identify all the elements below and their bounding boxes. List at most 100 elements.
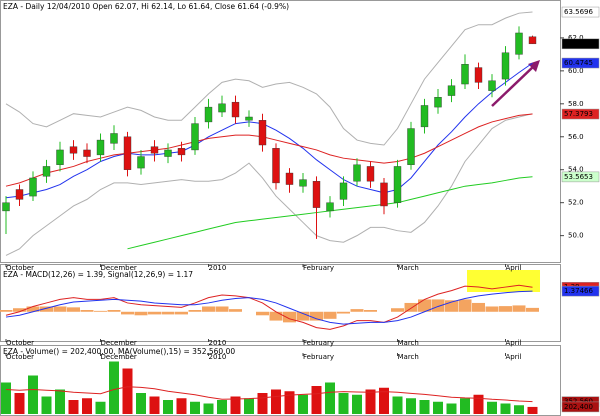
x-tick-label: April bbox=[506, 353, 522, 361]
histogram-bar bbox=[80, 310, 94, 312]
histogram-bar bbox=[431, 299, 445, 312]
histogram-bar bbox=[121, 311, 134, 315]
x-tick-label: 2010 bbox=[209, 264, 227, 272]
candle-body bbox=[204, 106, 213, 123]
price-marker bbox=[561, 285, 600, 297]
volume-bar bbox=[1, 382, 11, 414]
candle-body bbox=[380, 182, 388, 207]
histogram-bar bbox=[296, 311, 310, 321]
histogram-bar bbox=[418, 299, 431, 312]
volume-bar bbox=[433, 401, 443, 414]
highlight-box bbox=[467, 270, 540, 292]
volume-bar bbox=[446, 403, 457, 414]
x-tick-label: October bbox=[6, 339, 34, 347]
x-tick-label: March bbox=[398, 264, 419, 272]
price-marker bbox=[561, 401, 600, 413]
macd-panel bbox=[0, 264, 561, 342]
histogram-bar bbox=[67, 307, 80, 312]
histogram-bar bbox=[107, 310, 121, 312]
price-marker bbox=[561, 38, 600, 50]
histogram-bar bbox=[53, 306, 67, 312]
candle-body bbox=[164, 149, 172, 157]
histogram-bar bbox=[202, 306, 215, 312]
price-marker-label: 53.5653 bbox=[564, 173, 593, 181]
candle-body bbox=[515, 32, 523, 55]
volume-bar bbox=[203, 403, 214, 414]
trend-arrow bbox=[491, 60, 540, 107]
candle-body bbox=[353, 164, 361, 182]
candle-body bbox=[96, 139, 105, 156]
candle-body bbox=[434, 97, 442, 108]
price-marker-label: 1.37466 bbox=[564, 287, 593, 295]
histogram-bar bbox=[310, 311, 323, 321]
y-tick-label: 52.0 bbox=[568, 199, 584, 207]
x-tick-label: April bbox=[506, 264, 522, 272]
x-tick-label: March bbox=[398, 339, 419, 347]
price-marker bbox=[561, 171, 600, 183]
histogram-bar bbox=[350, 309, 364, 312]
x-tick-label: October bbox=[6, 264, 34, 272]
candle-body bbox=[501, 52, 510, 80]
y-tick-label: 62.0 bbox=[568, 34, 584, 42]
histogram-bar bbox=[512, 305, 526, 312]
candle-body bbox=[137, 156, 145, 169]
volume-bar bbox=[95, 401, 106, 414]
candle-body bbox=[29, 177, 37, 197]
x-tick-label: February bbox=[303, 339, 334, 347]
histogram-bar bbox=[94, 310, 107, 312]
candle-body bbox=[312, 181, 321, 208]
volume-bar bbox=[460, 398, 470, 414]
volume-bar bbox=[41, 396, 52, 414]
price-marker bbox=[561, 57, 600, 69]
volume-bar bbox=[379, 387, 389, 414]
volume-bar bbox=[487, 401, 497, 414]
x-tick-label: December bbox=[101, 353, 137, 361]
y-tick-label: 56.0 bbox=[568, 133, 584, 141]
y-tick-label: 50.0 bbox=[568, 232, 584, 240]
histogram-bar bbox=[404, 302, 418, 312]
histogram-bar bbox=[26, 306, 40, 312]
price-marker-label: 202,400 bbox=[564, 403, 593, 411]
histogram-bar bbox=[364, 310, 377, 312]
candle-body bbox=[299, 179, 307, 187]
volume-bar bbox=[271, 389, 281, 414]
candle-body bbox=[245, 116, 253, 121]
candle-body bbox=[218, 103, 226, 113]
price-marker-label: 61.64 bbox=[564, 40, 585, 48]
histogram-bar bbox=[215, 306, 229, 312]
volume-bar bbox=[163, 400, 173, 414]
candle-body bbox=[42, 166, 51, 177]
volume-bar bbox=[190, 401, 200, 414]
volume-bar bbox=[230, 396, 241, 414]
histogram-bar bbox=[256, 311, 269, 316]
histogram-bar bbox=[391, 308, 404, 312]
candle-body bbox=[447, 85, 456, 96]
volume-bar bbox=[338, 393, 349, 414]
histogram-bar bbox=[458, 299, 472, 312]
histogram-bar bbox=[472, 302, 485, 312]
histogram-bar bbox=[485, 306, 499, 312]
candle-body bbox=[2, 202, 10, 212]
histogram-bar bbox=[161, 311, 175, 315]
x-tick-label: March bbox=[398, 353, 419, 361]
y-tick-label: 54.0 bbox=[568, 166, 584, 174]
volume-bar bbox=[122, 368, 133, 414]
candle-body bbox=[150, 146, 159, 154]
candle-body bbox=[15, 189, 24, 200]
volume-bar bbox=[284, 391, 295, 414]
volume-bar bbox=[514, 405, 524, 414]
candle-body bbox=[366, 166, 375, 182]
candle-body bbox=[407, 128, 415, 165]
histogram-bar bbox=[13, 308, 26, 312]
volume-bar bbox=[365, 389, 376, 414]
x-tick-label: 2010 bbox=[209, 339, 227, 347]
price-panel bbox=[0, 0, 561, 263]
volume-bar bbox=[406, 398, 416, 414]
price-marker bbox=[561, 6, 600, 18]
volume-bar bbox=[527, 406, 538, 414]
candle-body bbox=[231, 101, 240, 118]
candle-body bbox=[393, 166, 402, 203]
signal-line bbox=[5, 290, 533, 325]
y-tick-label: 58.0 bbox=[568, 100, 584, 108]
